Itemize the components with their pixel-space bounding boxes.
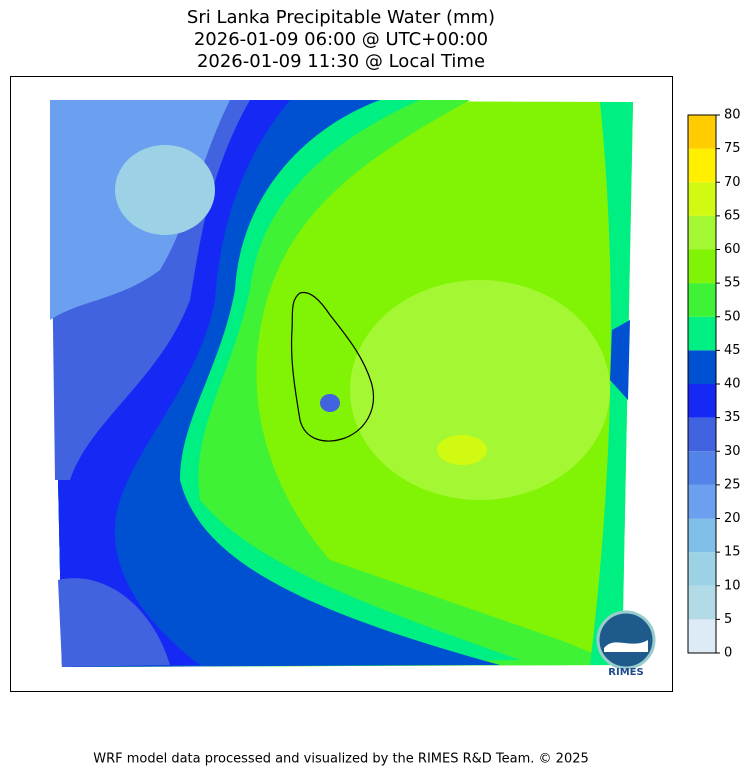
colorbar: 0 5 10 15 20 25 30 35 40 45 50 55 60 65 70 75 80 <box>687 108 741 661</box>
colorbar-band <box>688 249 716 284</box>
title-line: Sri Lanka Precipitable Water (mm) <box>187 7 495 28</box>
colorbar-band <box>688 619 716 653</box>
colorbar-tick-label: 5 <box>724 612 732 627</box>
colorbar-band <box>688 518 716 553</box>
colorbar-band <box>688 417 716 452</box>
colorbar-tick-label: 75 <box>724 141 741 156</box>
colorbar-tick-label: 50 <box>724 309 741 324</box>
colorbar-band <box>688 148 716 183</box>
colorbar-band <box>688 552 716 586</box>
colorbar-band <box>688 484 716 519</box>
colorbar-tick-label: 55 <box>724 276 741 291</box>
colorbar-band <box>688 451 716 485</box>
colorbar-tick-label: 35 <box>724 410 741 425</box>
colorbar-tick-label: 30 <box>724 444 741 459</box>
colorbar-tick-label: 10 <box>724 578 741 593</box>
colorbar-band <box>688 182 716 216</box>
colorbar-band <box>688 316 716 351</box>
colorbar-band <box>688 384 716 418</box>
colorbar-tick-label: 80 <box>724 108 741 123</box>
logo-label: RIMES <box>608 667 643 678</box>
map-field <box>50 100 633 667</box>
colorbar-band <box>688 350 716 384</box>
colorbar-tick-label: 0 <box>724 646 732 661</box>
colorbar-tick-label: 65 <box>724 208 741 223</box>
colorbar-tick-label: 40 <box>724 377 741 392</box>
footer: WRF model data processed and visualized … <box>93 752 589 767</box>
colorbar-tick-label: 15 <box>724 545 741 560</box>
title-line: 2026-01-09 11:30 @ Local Time <box>197 51 485 72</box>
colorbar-band <box>688 115 716 149</box>
colorbar-tick-label: 45 <box>724 343 741 358</box>
colorbar-band <box>688 215 716 250</box>
colorbar-tick-label: 60 <box>724 242 741 257</box>
colorbar-tick-label: 20 <box>724 511 741 526</box>
colorbar-tick-label: 70 <box>724 175 741 190</box>
colorbar-band <box>688 283 716 317</box>
colorbar-tick-label: 25 <box>724 477 741 492</box>
colorbar-band <box>688 585 716 620</box>
title-line: 2026-01-09 06:00 @ UTC+00:00 <box>194 29 488 50</box>
logo: RIMES <box>596 610 656 678</box>
